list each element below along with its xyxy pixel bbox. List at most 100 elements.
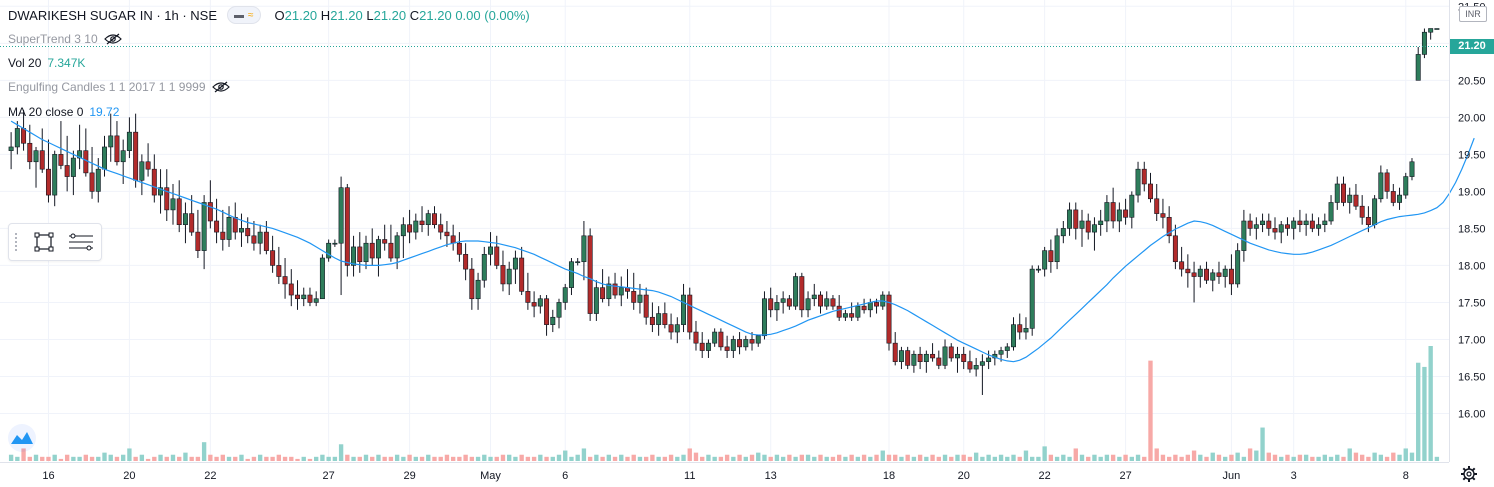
tradingview-logo-icon[interactable] (8, 424, 36, 452)
candle-body (1011, 324, 1016, 348)
drag-handle-icon[interactable] (15, 233, 21, 251)
candle-body (954, 353, 960, 359)
candle (761, 291, 767, 340)
volume-bar (1092, 454, 1097, 461)
candle (811, 283, 817, 307)
supertrend-legend[interactable]: SuperTrend 3 10 (8, 32, 122, 46)
candle-body (307, 294, 313, 303)
candle (917, 346, 923, 370)
candle-body (375, 239, 381, 259)
candle-body (544, 298, 550, 325)
candle (108, 113, 114, 162)
volume-bar (1260, 427, 1265, 461)
candle-body (986, 357, 992, 362)
candle (898, 346, 904, 370)
candle (475, 272, 481, 310)
candle-body (432, 213, 437, 226)
volume-bar (824, 456, 829, 461)
candle-body (295, 294, 300, 300)
last-price-tag: 21.20 (1450, 39, 1494, 54)
volume-bar (556, 454, 562, 461)
candle-body (1110, 202, 1116, 222)
candle-body (95, 168, 101, 192)
volume-bar (1135, 454, 1141, 461)
engulfing-legend[interactable]: Engulfing Candles 1 1 2017 1 1 9999 (8, 80, 230, 94)
candle (102, 135, 107, 177)
eye-off-icon[interactable] (211, 81, 230, 93)
candle-body (1235, 250, 1241, 285)
candle (338, 176, 344, 296)
volume-bar (307, 458, 313, 461)
candle-body (139, 161, 145, 181)
candle (923, 350, 929, 373)
candle-body (842, 313, 848, 318)
volume-bar (961, 454, 966, 461)
volume-bar (606, 454, 611, 461)
candle (400, 217, 406, 259)
volume-legend[interactable]: Vol 20 7.347K (8, 56, 85, 70)
candle-body (444, 231, 450, 237)
candle-body (662, 313, 668, 325)
candle-body (1434, 28, 1440, 30)
candle (195, 209, 201, 259)
candle (488, 232, 494, 266)
volume-bar (550, 456, 555, 461)
drawing-toolbox[interactable] (8, 223, 102, 261)
volume-bar (1067, 456, 1072, 461)
volume-bar (1310, 456, 1315, 461)
volume-bar (1129, 456, 1134, 461)
volume-bar (1303, 454, 1309, 461)
candle-body (811, 294, 817, 300)
volume-bar (1023, 450, 1029, 461)
candle (257, 224, 263, 255)
candle (805, 291, 811, 318)
candle (456, 232, 462, 262)
volume-bar (1397, 454, 1402, 461)
y-tick-label: 17.00 (1458, 334, 1486, 346)
volume-bar (868, 456, 873, 461)
candle-body (793, 276, 799, 307)
volume-bar (482, 454, 487, 461)
volume-bar (1042, 446, 1047, 461)
volume-bar (289, 456, 294, 461)
candle-body (1328, 202, 1334, 222)
volume-bar (276, 454, 282, 461)
candle-body (836, 305, 842, 318)
eye-off-icon[interactable] (103, 33, 122, 45)
candle (649, 302, 655, 333)
candle (755, 335, 761, 347)
candle (1415, 47, 1421, 81)
gear-icon[interactable] (1460, 465, 1478, 483)
lines-tool-icon[interactable] (67, 231, 95, 253)
candle (357, 232, 363, 273)
candle (948, 343, 954, 362)
candle-body (145, 161, 151, 170)
candle-body (1129, 194, 1135, 218)
compare-pill[interactable]: ▬ ≈ (227, 6, 261, 24)
wave-icon: ≈ (248, 9, 254, 21)
candle (1272, 217, 1278, 240)
volume-bar (612, 456, 618, 461)
volume-bar (681, 454, 686, 461)
volume-bar (513, 456, 518, 461)
candle (1397, 187, 1403, 210)
symbol-legend[interactable]: DWARIKESH SUGAR IN · 1h · NSE ▬ ≈ O21.20 … (8, 6, 530, 24)
candle (1172, 224, 1178, 270)
volume-bar (1254, 450, 1259, 461)
ma-legend[interactable]: MA 20 close 0 19.72 (8, 105, 119, 119)
candle (139, 154, 145, 196)
candle (313, 291, 319, 307)
currency-label[interactable]: INR (1459, 6, 1487, 22)
candle (1141, 161, 1147, 192)
candle (986, 350, 992, 370)
rectangle-tool-icon[interactable] (33, 231, 55, 253)
volume-bar (1322, 454, 1327, 461)
candle (363, 235, 369, 270)
candle-body (1409, 161, 1415, 177)
volume-bar (500, 454, 506, 461)
volume-bar (724, 454, 730, 461)
volume-bar (426, 454, 431, 461)
candle-body (201, 202, 207, 251)
candle (593, 280, 599, 321)
